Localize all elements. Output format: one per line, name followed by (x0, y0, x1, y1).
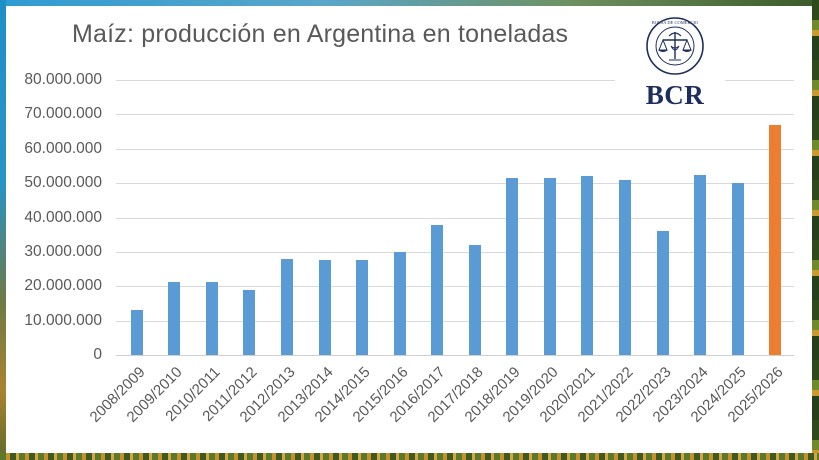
background-image-left (0, 0, 6, 460)
bar-highlighted (769, 125, 781, 355)
gridline (116, 355, 794, 356)
gridline (116, 114, 794, 115)
y-axis-tick-label: 20.000.000 (24, 277, 102, 294)
bar (394, 252, 406, 355)
bar (243, 290, 255, 355)
bar (431, 225, 443, 355)
y-axis-tick-label: 60.000.000 (24, 140, 102, 157)
gridline (116, 321, 794, 322)
y-axis-tick-label: 30.000.000 (24, 243, 102, 260)
y-axis-tick-label: 40.000.000 (24, 209, 102, 226)
bar (168, 282, 180, 355)
bar (356, 260, 368, 355)
y-axis-tick-label: 70.000.000 (24, 105, 102, 122)
background-image-top (0, 0, 819, 6)
gridline (116, 80, 794, 81)
bar (732, 183, 744, 355)
gridline (116, 149, 794, 150)
bar (206, 282, 218, 355)
bar (319, 260, 331, 355)
y-axis-tick-label: 0 (93, 346, 102, 363)
bolsa-de-comercio-seal-icon: BOLSA DE COMERCIO (646, 17, 704, 75)
bar (694, 175, 706, 355)
gridline (116, 183, 794, 184)
y-axis-tick-label: 80.000.000 (24, 71, 102, 88)
bar (544, 178, 556, 355)
bar (657, 231, 669, 355)
y-axis-tick-label: 50.000.000 (24, 174, 102, 191)
bar (506, 178, 518, 355)
gridline (116, 286, 794, 287)
background-image-bottom (0, 453, 819, 460)
bcr-logo: BOLSA DE COMERCIO BCR (615, 12, 725, 112)
gridline (116, 252, 794, 253)
chart-title: Maíz: producción en Argentina en tonelad… (72, 20, 569, 48)
gridline (116, 218, 794, 219)
bcr-logo-text: BCR (645, 80, 705, 110)
bar (281, 259, 293, 355)
bar (581, 176, 593, 355)
background-image-right (812, 0, 819, 460)
y-axis-tick-label: 10.000.000 (24, 312, 102, 329)
bar (131, 310, 143, 355)
svg-text:BOLSA DE COMERCIO: BOLSA DE COMERCIO (652, 20, 699, 25)
bar (619, 180, 631, 355)
bar (469, 245, 481, 355)
